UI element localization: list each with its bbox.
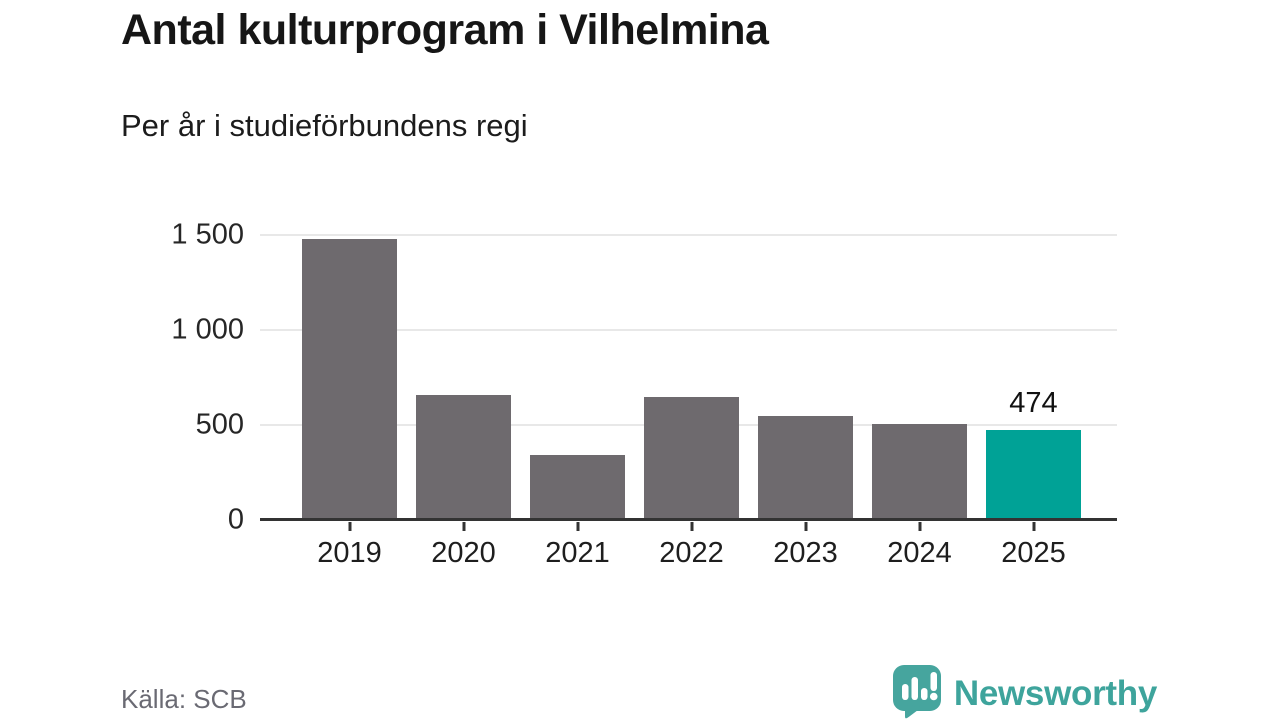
y-tick-label: 1 500	[171, 218, 244, 251]
bar-column-2022: 2022	[644, 235, 739, 569]
bar-column-2020: 2020	[416, 235, 511, 569]
x-tick	[690, 522, 693, 531]
x-tick	[918, 522, 921, 531]
bar-value-label: 474	[1009, 386, 1058, 419]
plot-area: 2019 2020 2021 2022 2023 2024 2025 474	[260, 234, 1117, 569]
x-tick-label: 2021	[545, 537, 610, 569]
bars-container: 2019 2020 2021 2022 2023 2024 2025 474	[260, 235, 1117, 569]
bar-2025	[986, 429, 1081, 520]
chart-title: Antal kulturprogram i Vilhelmina	[121, 6, 769, 54]
source-note: Källa: SCB	[121, 684, 247, 714]
x-tick-label: 2025	[1001, 537, 1066, 569]
y-tick-label: 500	[195, 408, 244, 441]
bar-2019	[302, 238, 397, 520]
bar-column-2023: 2023	[758, 235, 853, 569]
gridline-1500	[260, 234, 1117, 236]
brand-name: Newsworthy	[953, 674, 1157, 713]
x-axis-line	[260, 518, 1117, 521]
x-tick-label: 2020	[431, 537, 496, 569]
bar-column-2021: 2021	[530, 235, 625, 569]
y-axis: 0 500 1 000 1 500	[100, 219, 244, 536]
gridline-1000	[260, 329, 1117, 331]
bar-2020	[416, 394, 511, 520]
x-tick-label: 2022	[659, 537, 724, 569]
y-tick-label: 1 000	[171, 313, 244, 346]
y-tick-label: 0	[227, 503, 244, 536]
bar-2021	[530, 455, 625, 520]
x-tick	[348, 522, 351, 531]
x-tick	[576, 522, 579, 531]
x-tick-label: 2019	[317, 537, 382, 569]
x-tick-label: 2023	[773, 537, 838, 569]
bar-2023	[758, 415, 853, 520]
bar-2022	[644, 397, 739, 520]
bar-column-2024: 2024	[872, 235, 967, 569]
x-tick-label: 2024	[887, 537, 952, 569]
bar-column-2019: 2019	[302, 235, 397, 569]
newsworthy-chart-bubble-icon	[891, 663, 943, 720]
bar-column-2025: 2025 474	[986, 235, 1081, 569]
x-tick	[462, 522, 465, 531]
x-tick	[804, 522, 807, 531]
chart-subtitle: Per år i studieförbundens regi	[121, 108, 528, 143]
bar-2024	[872, 424, 967, 520]
brand-logo: Newsworthy	[891, 663, 1157, 720]
x-tick	[1032, 522, 1035, 531]
